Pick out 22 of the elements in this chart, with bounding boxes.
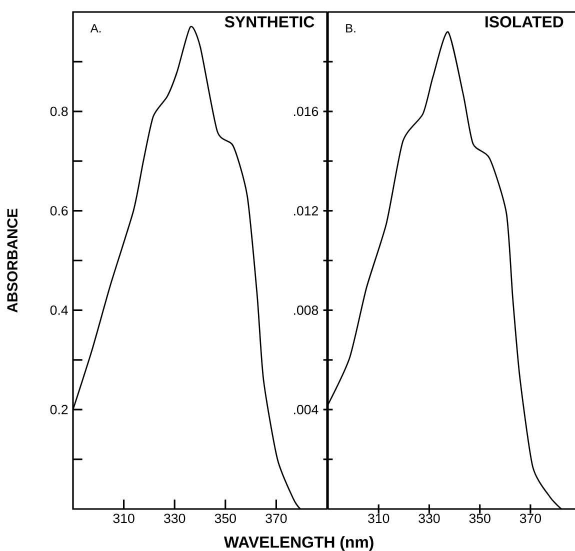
annotation: A. xyxy=(90,24,101,32)
chart-title: ISOLATED xyxy=(486,16,564,28)
y-tick-label: 0.6 xyxy=(50,206,68,216)
y-tick-label: .008 xyxy=(294,306,318,315)
x-axis-title: WAVELENGTH (nm) xyxy=(224,536,374,551)
y-axis-title: ABSORBANCE xyxy=(7,208,18,313)
x-tick-label: 370 xyxy=(520,514,542,524)
y-tick-label: .012 xyxy=(294,206,318,216)
x-tick-label: 370 xyxy=(266,514,287,524)
y-tick-label: .004 xyxy=(294,404,318,414)
y-tick-label: .016 xyxy=(294,106,318,116)
x-tick-label: 330 xyxy=(164,514,186,524)
x-tick-label: 350 xyxy=(214,514,236,524)
y-tick-label: 0.4 xyxy=(50,306,68,315)
x-tick-label: 310 xyxy=(368,514,390,524)
x-tick-label: 350 xyxy=(469,514,490,524)
x-tick-label: 330 xyxy=(418,514,440,524)
chart-title: SYNTHETIC xyxy=(224,16,314,28)
y-tick-label: 0.8 xyxy=(50,106,68,116)
y-tick-label: 0.2 xyxy=(50,404,68,414)
annotation: B. xyxy=(346,24,356,32)
x-tick-label: 310 xyxy=(113,514,134,524)
